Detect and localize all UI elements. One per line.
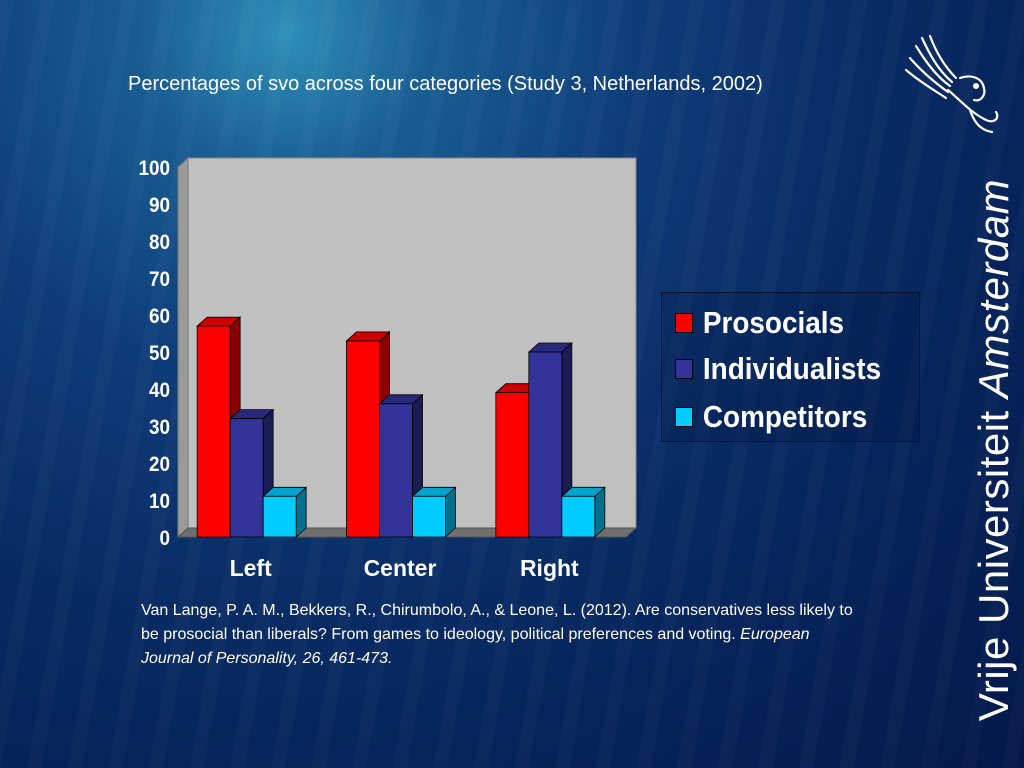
bar-right-competitors: [560, 486, 606, 538]
x-tick-label: Left: [230, 555, 273, 581]
citation: Van Lange, P. A. M., Bekkers, R., Chirum…: [141, 599, 861, 671]
legend-swatch-prosocials: [675, 313, 693, 333]
legend-item-individualists: Individualists: [675, 351, 881, 387]
legend-item-competitors: Competitors: [675, 399, 867, 435]
logo-line1: Vrije Universiteit: [970, 410, 1017, 722]
legend-swatch-competitors: [675, 407, 693, 427]
y-tick-label: 50: [149, 342, 170, 365]
y-tick-label: 10: [149, 490, 170, 513]
legend-swatch-individualists: [675, 359, 693, 379]
chart-side-wall: [177, 156, 189, 539]
bar-front: [528, 351, 563, 538]
y-tick-label: 70: [149, 268, 170, 291]
bar-front: [229, 418, 264, 538]
slide-title: Percentages of svo across four categorie…: [128, 73, 763, 95]
logo-line2: Amsterdam: [970, 178, 1017, 399]
legend-label-prosocials: Prosocials: [702, 305, 845, 340]
legend-item-prosocials: Prosocials: [675, 305, 844, 341]
y-tick-label: 90: [149, 194, 170, 217]
y-tick-label: 100: [138, 157, 170, 180]
y-tick-label: 80: [149, 231, 170, 254]
bar-front: [379, 403, 413, 538]
citation-text: Van Lange, P. A. M., Bekkers, R., Chirum…: [141, 602, 853, 643]
bar-front: [412, 495, 446, 538]
y-tick-label: 30: [149, 416, 170, 439]
bar-front: [561, 495, 596, 538]
bar-left-prosocials: [196, 316, 242, 538]
y-tick-label: 0: [159, 527, 170, 550]
chart-legend: Prosocials Individualists Competitors: [661, 292, 920, 442]
y-tick-label: 60: [149, 305, 170, 328]
y-tick-label: 20: [149, 453, 170, 476]
bar-front: [495, 392, 530, 538]
bar-front: [262, 495, 297, 538]
legend-label-competitors: Competitors: [702, 399, 868, 434]
griffin-emblem-icon: [904, 34, 999, 134]
legend-label-individualists: Individualists: [702, 351, 882, 386]
bar-front: [196, 325, 231, 538]
x-tick-label: Center: [364, 555, 437, 581]
x-tick-label: Right: [520, 555, 579, 581]
citation-journal: European Journal of Personality, 26, 461…: [141, 626, 810, 667]
bar-front: [346, 340, 380, 538]
y-tick-label: 40: [149, 379, 170, 402]
bar-center-competitors: [411, 486, 457, 538]
bar-left-competitors: [262, 486, 308, 538]
bar-right-individualists: [527, 342, 573, 538]
